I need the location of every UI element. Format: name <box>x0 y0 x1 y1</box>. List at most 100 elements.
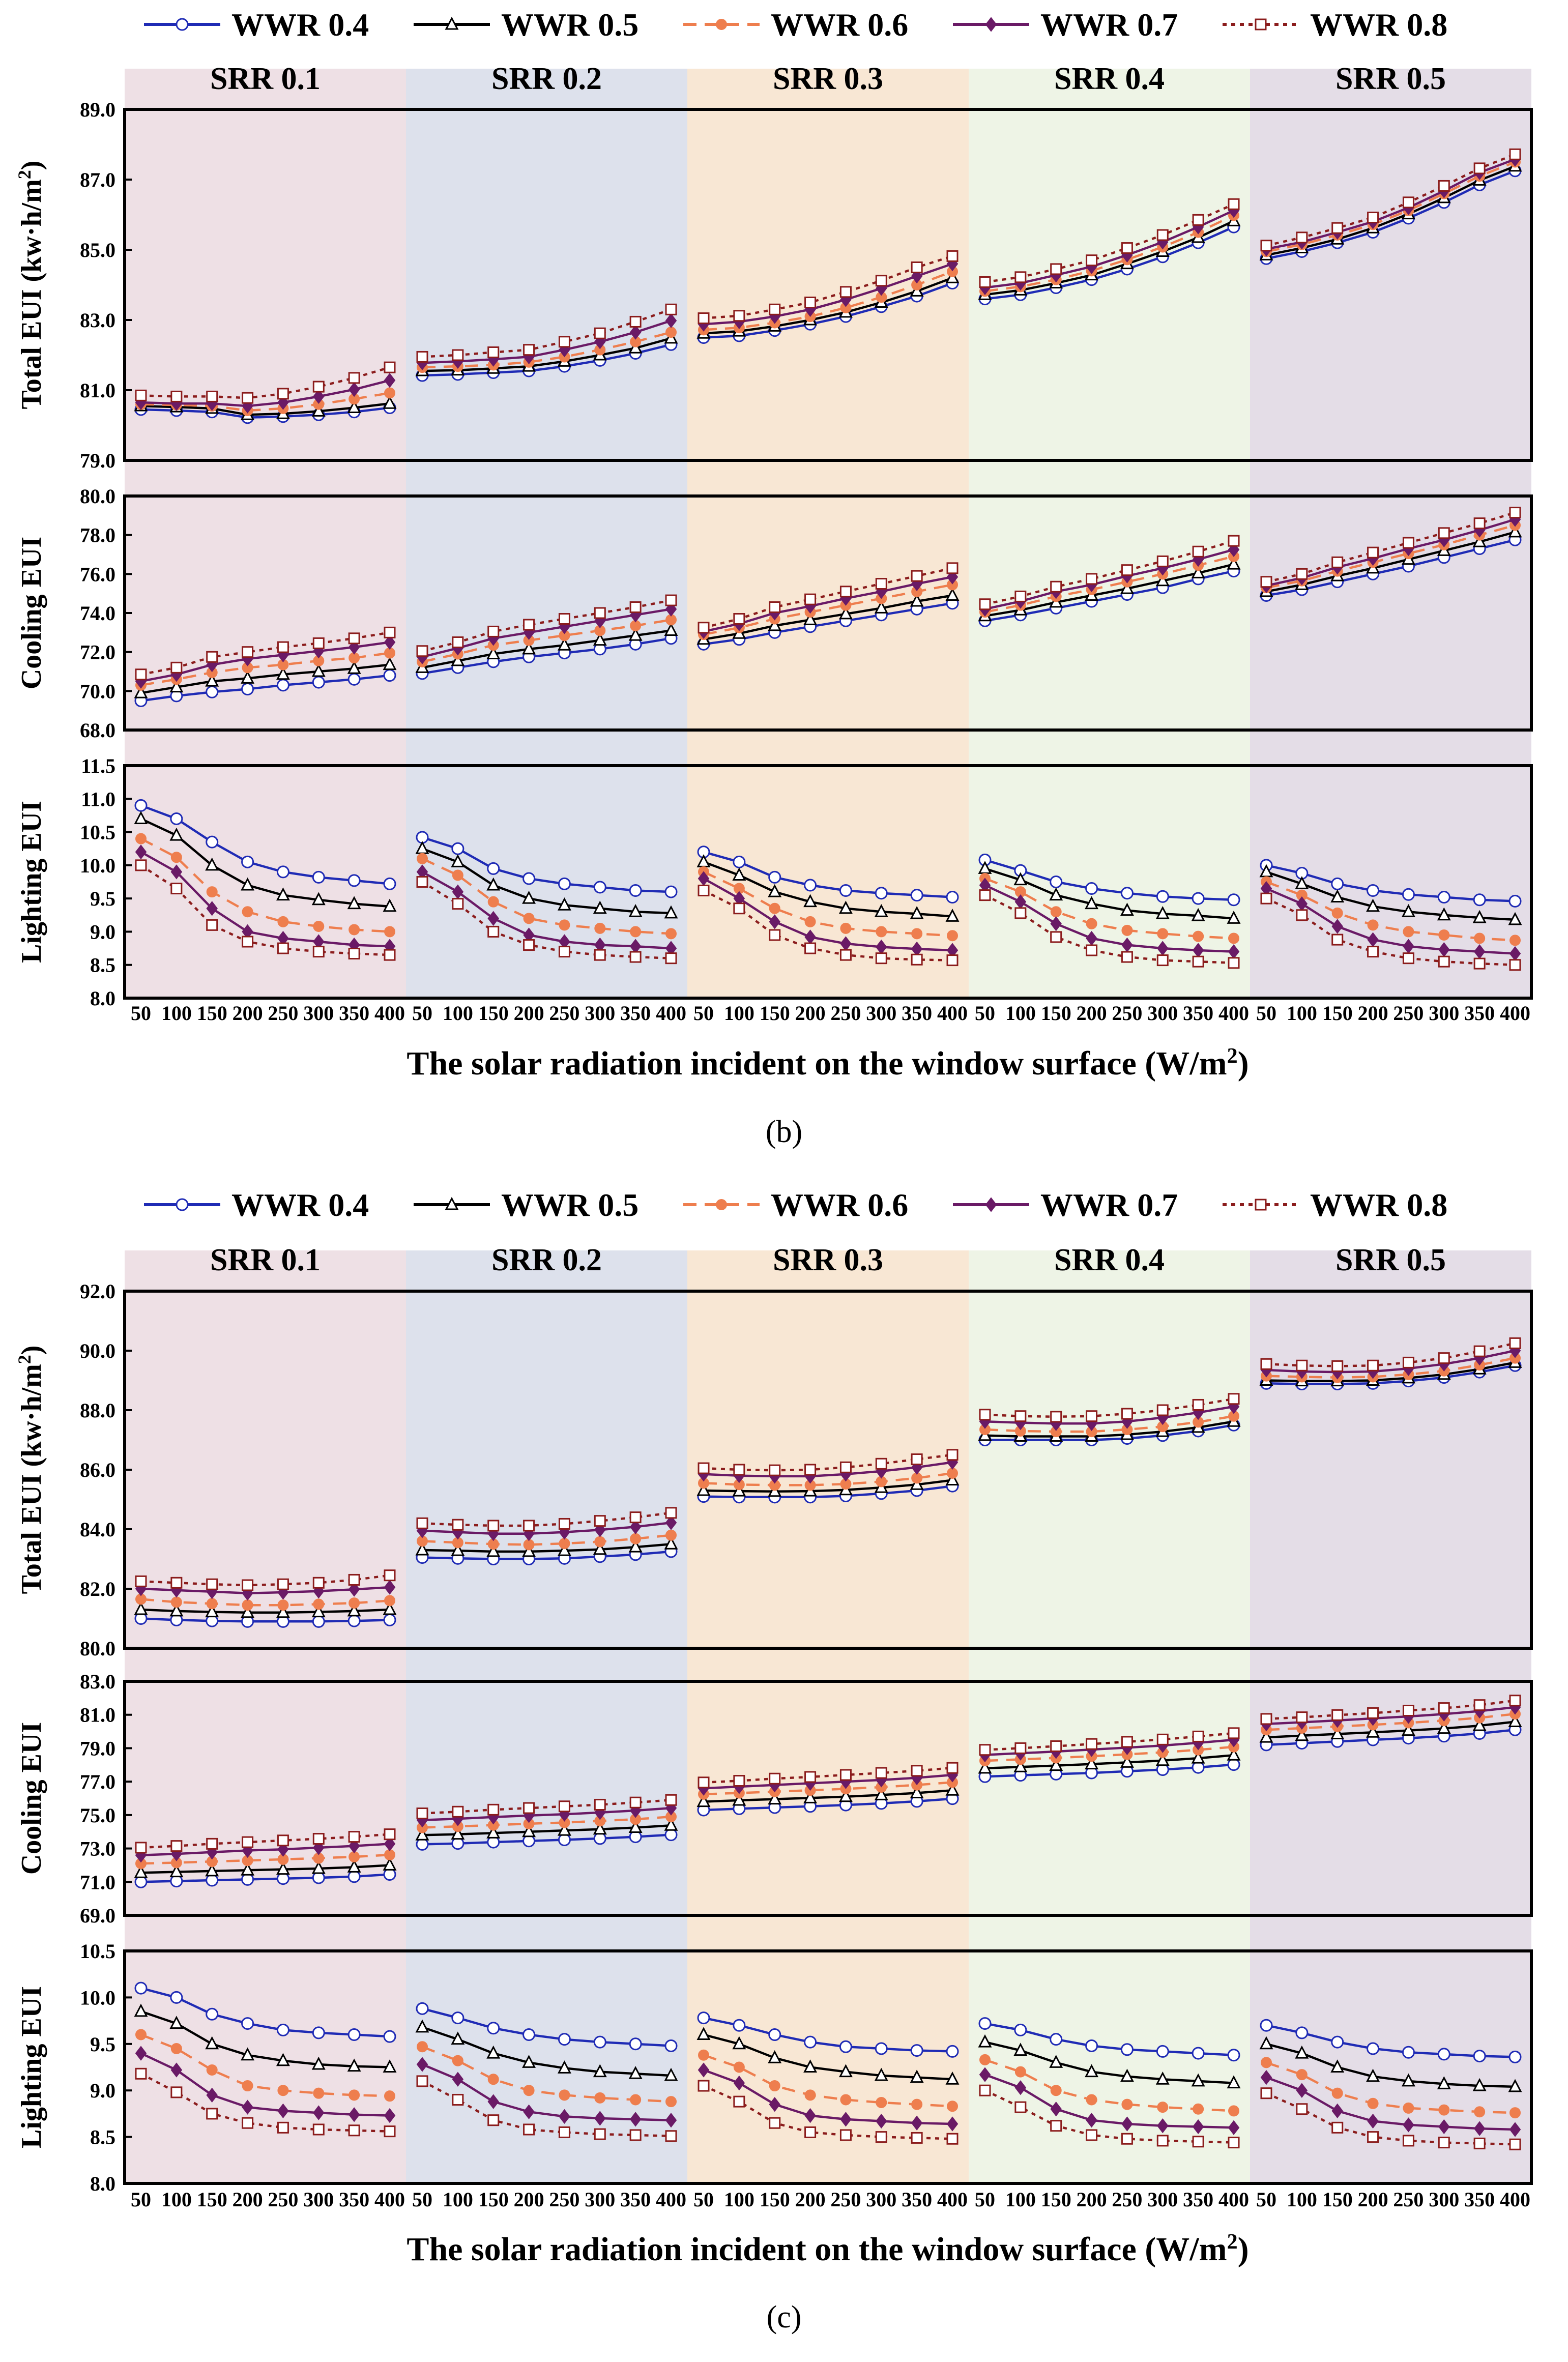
data-point <box>696 2027 711 2040</box>
data-point <box>313 2105 325 2120</box>
data-point <box>1438 2104 1450 2116</box>
data-point <box>277 2103 289 2119</box>
series-line <box>703 889 953 961</box>
data-point <box>522 641 536 655</box>
y-tick-label: 9.5 <box>90 887 115 910</box>
series-line <box>1266 870 1516 921</box>
x-tick-label: 350 <box>620 1002 651 1025</box>
data-point <box>487 2074 499 2085</box>
legend-label: WWR 0.8 <box>1310 7 1447 43</box>
data-point <box>874 2067 888 2081</box>
data-point <box>384 1836 396 1852</box>
y-axis-label-end: ) <box>16 1346 47 1355</box>
data-point <box>629 2037 642 2051</box>
data-point <box>911 928 923 940</box>
series-wwr-0-8 <box>1260 1695 1521 1725</box>
srr-band <box>406 69 687 998</box>
legend-label: WWR 0.5 <box>501 1187 638 1223</box>
x-axis-label: The solar radiation incident on the wind… <box>406 2230 1248 2268</box>
data-point <box>768 2028 781 2042</box>
data-point <box>1155 573 1170 587</box>
data-point <box>1050 906 1062 918</box>
data-point <box>911 2132 923 2144</box>
data-point <box>135 2029 147 2040</box>
data-point <box>1014 271 1027 283</box>
legend-marker <box>445 16 459 30</box>
data-point <box>876 926 887 938</box>
data-point <box>206 835 219 849</box>
data-point <box>559 2089 570 2101</box>
y-tick-label: 86.0 <box>80 1459 115 1481</box>
y-tick-label: 80.0 <box>80 485 115 508</box>
x-tick-label: 150 <box>1322 1002 1353 1025</box>
x-tick-label: 400 <box>1218 1002 1249 1025</box>
series-line <box>422 1824 672 1836</box>
data-point <box>242 2080 253 2092</box>
data-point <box>1331 1360 1344 1372</box>
x-tick-label: 400 <box>374 1002 405 1025</box>
data-point <box>1085 896 1099 910</box>
data-point <box>1402 196 1414 209</box>
x-axis-label-text: The solar radiation incident on the wind… <box>406 1045 1227 1082</box>
y-tick-label: 8.5 <box>90 954 115 977</box>
x-tick-label: 150 <box>760 1002 790 1025</box>
data-point <box>804 2035 817 2049</box>
data-point <box>733 2075 745 2091</box>
series-wwr-0-8 <box>979 198 1240 288</box>
data-point <box>1473 517 1486 530</box>
y-axis-label: Total EUI (kw·h/m2) <box>14 1346 47 1594</box>
series-line <box>1266 161 1516 253</box>
data-point <box>1296 2069 1308 2081</box>
data-point <box>1014 1742 1027 1754</box>
srr-label: SRR 0.2 <box>491 62 602 96</box>
data-point <box>874 1787 888 1800</box>
series-line <box>422 2026 672 2077</box>
series-wwr-0-4 <box>416 2002 678 2052</box>
data-point <box>1260 2069 1272 2085</box>
series-line <box>422 1521 672 1535</box>
data-point <box>628 627 643 641</box>
series-wwr-0-5 <box>134 657 397 698</box>
data-point <box>946 2116 959 2132</box>
data-point <box>242 646 254 658</box>
srr-label: SRR 0.4 <box>1054 1243 1165 1277</box>
series-wwr-0-8 <box>135 1569 396 1591</box>
data-point <box>911 570 923 582</box>
series-wwr-0-5 <box>696 2027 960 2085</box>
data-point <box>384 949 396 961</box>
data-point <box>1260 1358 1272 1370</box>
data-point <box>698 2080 710 2092</box>
data-point <box>241 2017 254 2030</box>
data-point <box>1260 576 1272 588</box>
series-line <box>140 864 390 956</box>
x-tick-label: 400 <box>1218 2188 1249 2211</box>
x-tick-label: 200 <box>1358 1002 1388 1025</box>
data-point <box>947 1468 958 1479</box>
data-point <box>1156 2045 1169 2058</box>
series-wwr-0-7 <box>698 871 959 958</box>
data-point <box>384 1595 395 1607</box>
data-point <box>312 637 325 649</box>
data-point <box>1049 2055 1063 2068</box>
data-point <box>558 2033 571 2046</box>
srr-label: SRR 0.3 <box>773 1243 883 1277</box>
data-point <box>487 896 499 908</box>
data-point <box>451 1542 465 1556</box>
data-point <box>384 373 396 388</box>
data-point <box>1049 887 1063 901</box>
data-point <box>594 1515 606 1527</box>
y-axis-label-text: Lighting EUI <box>16 801 47 963</box>
x-tick-label: 150 <box>197 2188 227 2211</box>
data-point <box>1086 1738 1098 1750</box>
series-line <box>703 575 953 633</box>
data-point <box>1192 1398 1204 1411</box>
data-point <box>1438 1352 1450 1364</box>
data-point <box>769 902 780 914</box>
series-line <box>140 1574 390 1587</box>
data-point <box>839 286 852 298</box>
legend-item: WWR 0.7 <box>953 1187 1178 1223</box>
series-wwr-0-8 <box>1260 892 1521 971</box>
y-tick-label: 69.0 <box>80 1904 115 1927</box>
data-point <box>1121 2133 1133 2145</box>
